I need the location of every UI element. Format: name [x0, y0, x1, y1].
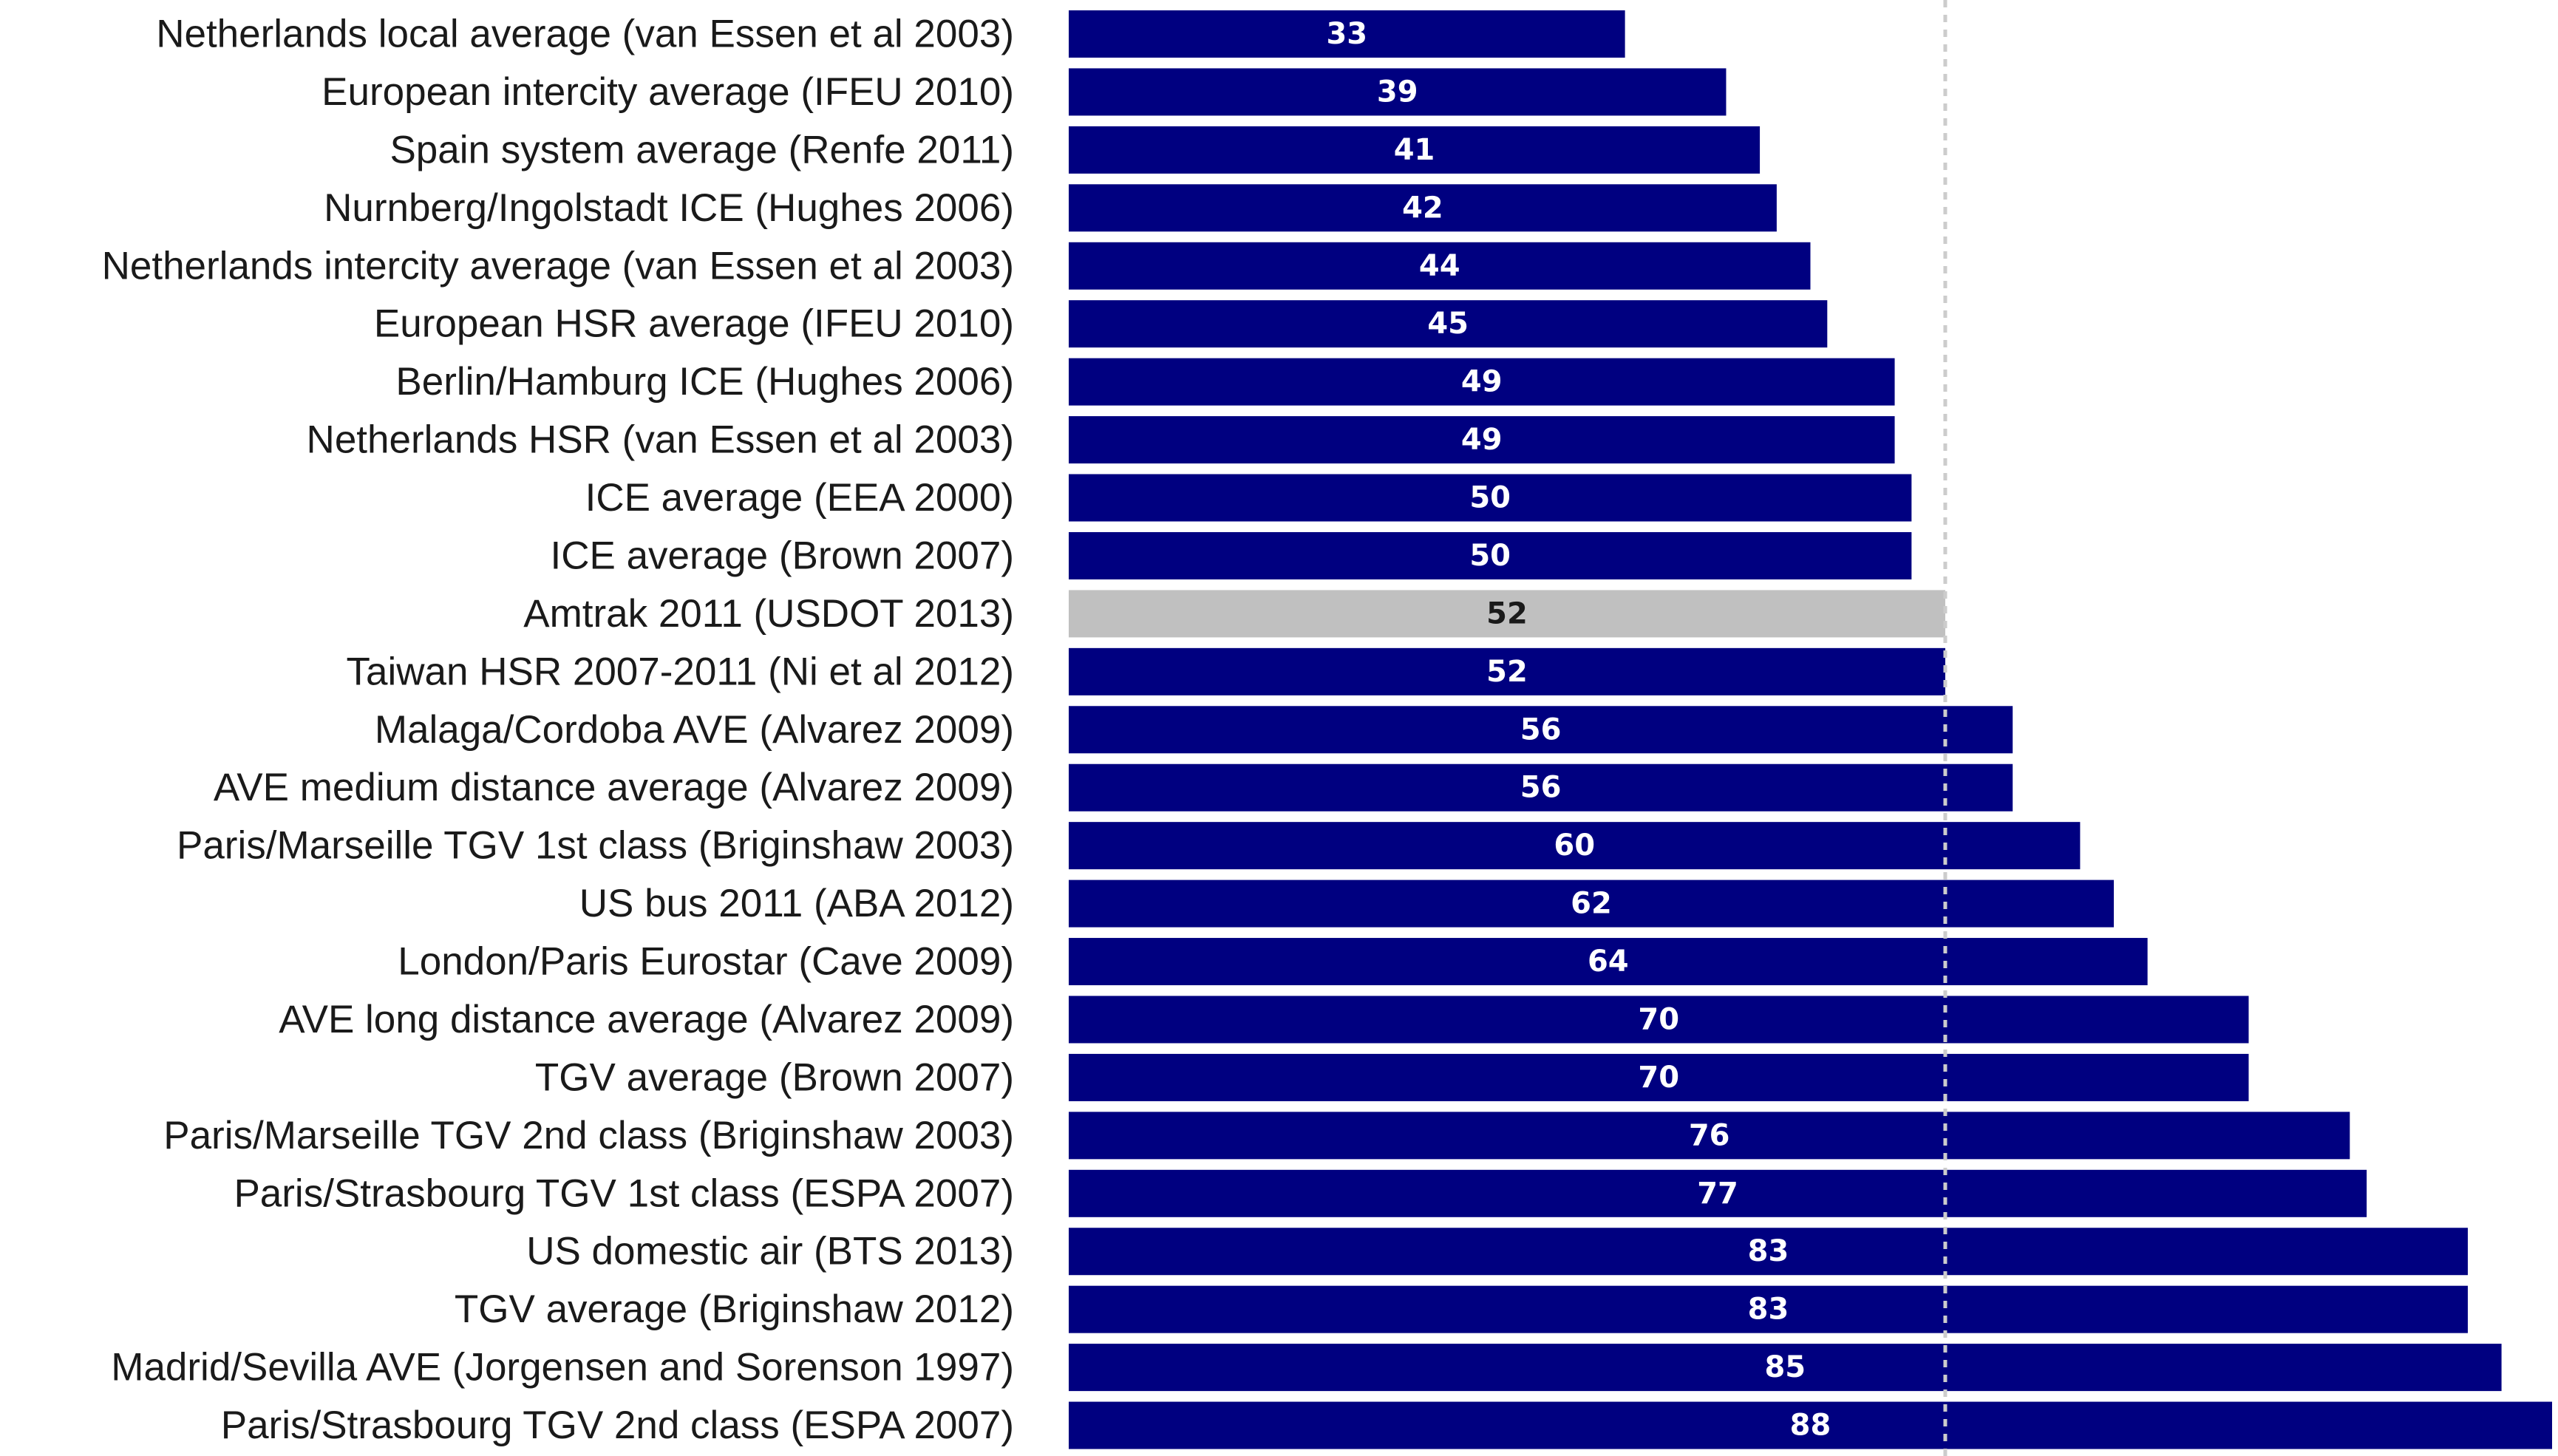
bar	[1069, 1112, 2350, 1160]
value-label: 62	[1571, 887, 1612, 921]
category-label: Paris/Strasbourg TGV 1st class (ESPA 200…	[234, 1171, 1014, 1215]
value-label: 44	[1419, 249, 1460, 283]
category-label: Paris/Marseille TGV 1st class (Briginsha…	[177, 824, 1014, 868]
value-label: 52	[1486, 655, 1528, 689]
value-label: 45	[1427, 307, 1469, 341]
category-label: Madrid/Sevilla AVE (Jorgensen and Sorens…	[111, 1346, 1014, 1389]
bar	[1069, 647, 1945, 695]
bar	[1069, 1169, 2367, 1217]
bar	[1069, 126, 1761, 174]
value-label: 52	[1486, 596, 1528, 630]
value-label: 60	[1554, 829, 1595, 863]
value-label: 49	[1461, 365, 1503, 399]
value-label: 39	[1377, 75, 1418, 109]
bar	[1069, 184, 1777, 232]
category-label: TGV average (Briginshaw 2012)	[455, 1287, 1014, 1331]
value-label: 50	[1469, 481, 1511, 515]
value-label: 42	[1402, 191, 1443, 225]
category-label: European HSR average (IFEU 2010)	[374, 302, 1014, 346]
value-label: 83	[1748, 1293, 1789, 1327]
bar	[1069, 822, 2081, 870]
value-label: 70	[1638, 1061, 1679, 1095]
category-label: Netherlands intercity average (van Essen…	[102, 244, 1014, 288]
bar	[1069, 416, 1895, 464]
bars	[1069, 10, 2552, 1449]
value-label: 41	[1394, 133, 1435, 167]
bar	[1069, 880, 2115, 928]
category-label: London/Paris Eurostar (Cave 2009)	[398, 940, 1014, 984]
category-label: Malaga/Cordoba AVE (Alvarez 2009)	[375, 708, 1014, 752]
category-label: AVE long distance average (Alvarez 2009)	[279, 998, 1014, 1041]
bar	[1069, 358, 1895, 406]
value-label: 85	[1764, 1350, 1806, 1384]
value-label: 49	[1461, 423, 1503, 457]
category-label: US domestic air (BTS 2013)	[526, 1230, 1014, 1273]
bar	[1069, 1285, 2468, 1333]
category-label: ICE average (Brown 2007)	[551, 534, 1015, 577]
bar	[1069, 474, 1912, 522]
bar	[1069, 938, 2148, 986]
bar	[1069, 1053, 2249, 1101]
category-label: Berlin/Hamburg ICE (Hughes 2006)	[395, 360, 1014, 404]
category-label: Spain system average (Renfe 2011)	[390, 128, 1014, 171]
value-label: 76	[1689, 1118, 1730, 1152]
value-labels: 33 39 41 42 44 45 49 49 50 50 52 52 56 56 60 62 64 70 70 76…	[1326, 17, 1831, 1443]
value-label: 83	[1748, 1234, 1789, 1268]
category-label: AVE medium distance average (Alvarez 200…	[214, 766, 1014, 809]
bar	[1069, 1344, 2502, 1392]
value-label: 88	[1790, 1409, 1831, 1443]
category-label: Amtrak 2011 (USDOT 2013)	[523, 592, 1014, 636]
bar	[1069, 1401, 2552, 1449]
category-label: Nurnberg/Ingolstadt ICE (Hughes 2006)	[324, 186, 1014, 230]
category-label: Netherlands HSR (van Essen et al 2003)	[307, 418, 1014, 462]
category-label: Paris/Marseille TGV 2nd class (Briginsha…	[163, 1114, 1014, 1157]
value-label: 56	[1520, 712, 1562, 746]
value-label: 50	[1469, 539, 1511, 573]
value-label: 56	[1520, 771, 1562, 805]
bar	[1069, 531, 1912, 579]
category-label: Paris/Strasbourg TGV 2nd class (ESPA 200…	[221, 1404, 1014, 1447]
bar	[1069, 10, 1625, 58]
value-label: 70	[1638, 1002, 1679, 1036]
value-label: 77	[1697, 1177, 1738, 1211]
bar	[1069, 300, 1828, 348]
value-label: 64	[1588, 945, 1629, 979]
bar	[1069, 68, 1727, 116]
bar	[1069, 996, 2249, 1044]
category-label: European intercity average (IFEU 2010)	[322, 70, 1014, 114]
bar	[1069, 242, 1811, 290]
bar	[1069, 763, 2013, 812]
category-label: Taiwan HSR 2007-2011 (Ni et al 2012)	[347, 650, 1014, 693]
bar	[1069, 1228, 2468, 1276]
category-labels: Netherlands local average (van Essen et …	[102, 13, 1014, 1448]
value-label: 33	[1326, 17, 1367, 51]
bar	[1069, 706, 2013, 754]
category-label: US bus 2011 (ABA 2012)	[579, 882, 1014, 925]
bar-highlight	[1069, 590, 1945, 638]
category-label: TGV average (Brown 2007)	[535, 1055, 1014, 1099]
category-label: Netherlands local average (van Essen et …	[156, 13, 1014, 56]
category-label: ICE average (EEA 2000)	[585, 476, 1014, 520]
